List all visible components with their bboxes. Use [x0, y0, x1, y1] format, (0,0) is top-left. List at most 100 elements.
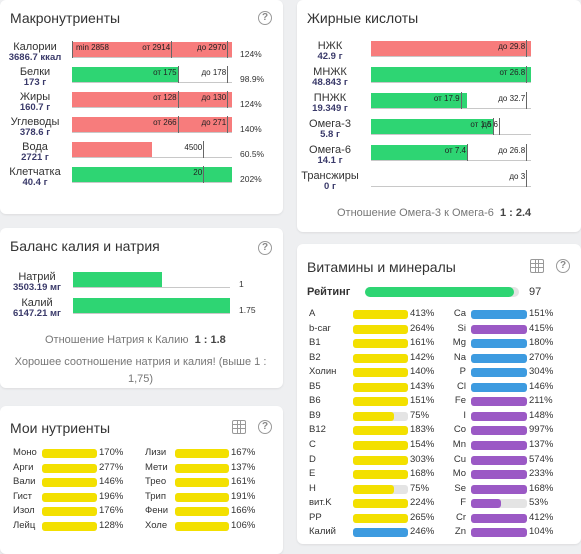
nutrient-percent: 303%	[410, 453, 435, 465]
nutrient-percent: 104%	[529, 526, 554, 538]
nutrient-bar-fill	[353, 310, 408, 319]
nutrient-row: вит.K 224%	[309, 497, 448, 510]
norm-marker-label: до 178	[201, 68, 227, 77]
nutrient-row: E 168%	[309, 468, 448, 481]
nutrient-row: Cl 146%	[427, 381, 567, 394]
nutrient-row: C 154%	[309, 439, 448, 452]
nutrient-percent: 183%	[410, 424, 435, 436]
nutrient-bar: от 17.9 до 32.7	[371, 92, 531, 109]
nutrient-bar-fill	[42, 463, 97, 473]
nutrient-bar-fill	[175, 522, 229, 531]
nutrient-bar	[73, 271, 230, 288]
nutrient-row: Холе 106%	[145, 520, 269, 533]
nutrient-amount: 378.6 г	[19, 127, 51, 138]
nutrient-percent: 161%	[231, 476, 256, 488]
nutrient-row: Mo 233%	[427, 468, 567, 481]
norm-marker: min 2858	[72, 41, 109, 58]
nutrient-row: B2 142%	[309, 352, 448, 365]
nutrient-row: B9 75%	[309, 410, 448, 423]
nutrient-name: Калории	[13, 41, 57, 53]
nutrient-bar-fill	[73, 298, 230, 313]
nutrient-percent: 180%	[529, 337, 554, 349]
help-icon[interactable]: ?	[258, 420, 272, 434]
nutrient-name: B9	[309, 409, 321, 421]
nutrient-name: Cl	[457, 380, 466, 392]
nutrient-name: Mo	[452, 468, 466, 480]
nutrient-bar-fill	[72, 92, 232, 107]
nutrient-percent: 170%	[99, 447, 124, 458]
nutrient-row: PP 265%	[309, 512, 448, 525]
nutrient-row: Трип 191%	[145, 491, 269, 504]
nutrient-row: Холин 140%	[309, 366, 448, 379]
nutrient-name: МНЖК	[313, 66, 347, 78]
nutrient-name: ПНЖК	[313, 92, 347, 104]
norm-marker: до 26.8	[498, 144, 528, 161]
nutrient-bar-fill	[353, 368, 408, 378]
table-icon[interactable]	[232, 420, 246, 434]
nutrient-label: Калий 6147.21 мг	[6, 298, 68, 319]
table-icon[interactable]	[530, 259, 544, 273]
nutrient-row: Мети 137%	[145, 462, 269, 475]
nutrient-percent: 304%	[529, 366, 554, 378]
nutrient-bar-fill	[353, 397, 408, 407]
nutrient-percent: 202%	[240, 174, 262, 184]
nutrient-name: Мети	[145, 461, 168, 473]
nutrient-name: Холин	[309, 366, 337, 378]
nutrient-label: Жиры 160.7 г	[4, 92, 66, 113]
nutrient-name: Углеводы	[10, 116, 60, 128]
nutrient-name: Лизи	[145, 447, 167, 458]
nutrient-percent: 167%	[231, 447, 256, 458]
nutrient-row: F 53%	[427, 497, 567, 510]
nutrient-percent: 143%	[410, 380, 435, 392]
nutrient-bar: от 7.4 до 26.8	[371, 144, 531, 161]
norm-marker-label: от 17.9	[433, 94, 460, 103]
nutrient-bar-fill	[353, 324, 408, 334]
nutrient-percent: 415%	[529, 322, 554, 334]
nutrient-name: Cu	[453, 453, 466, 465]
nutrient-row: Моно 170%	[13, 447, 137, 460]
nutrient-bar-fill	[353, 411, 395, 421]
nutrient-bar-fill	[353, 382, 408, 392]
nutrient-amount: 19.349 г	[312, 103, 348, 114]
nutrient-bar-fill	[42, 478, 97, 488]
nutrient-bar-fill	[72, 167, 232, 182]
norm-marker: до 3	[509, 170, 528, 187]
norm-marker: от 175	[153, 66, 179, 83]
norm-marker-label: до 271	[201, 118, 227, 127]
norm-marker: до 6	[482, 118, 500, 135]
nutrient-percent: 140%	[240, 124, 262, 134]
fatty-acids-card: Жирные кислоты НЖК 42.9 г до 29.8 МНЖК 48.84…	[297, 0, 581, 232]
nutrient-row: Ca 151%	[427, 308, 567, 321]
nutrient-bar-fill	[353, 353, 408, 363]
nutrient-row: D 303%	[309, 454, 448, 467]
nutrient-bar-fill	[471, 470, 527, 480]
nutrient-bar-fill	[42, 522, 97, 531]
nutrient-name: Si	[457, 322, 466, 334]
nutrient-name: I	[463, 409, 466, 421]
nutrient-percent: 196%	[99, 490, 124, 502]
nutrient-name: Лейц	[13, 520, 36, 531]
omega-ratio-value: 1 : 2.4	[499, 207, 532, 219]
nutrient-bar	[73, 297, 230, 314]
norm-marker: 4500	[184, 141, 205, 158]
norm-marker-label: от 1.5	[470, 120, 492, 129]
help-icon[interactable]: ?	[556, 259, 570, 273]
nutrient-percent: 246%	[410, 526, 435, 538]
nutrient-row: Вали 146%	[13, 476, 137, 489]
nutrient-name: Cr	[455, 511, 466, 523]
nutrient-name: D	[309, 453, 316, 465]
nutrient-name: Вода	[22, 141, 48, 153]
help-icon[interactable]: ?	[258, 11, 272, 25]
nutrient-name: B5	[309, 380, 321, 392]
nutrient-percent: 75%	[410, 409, 430, 421]
norm-marker-label: до 2970	[197, 43, 227, 52]
norm-marker: до 178	[202, 66, 229, 83]
nutrient-bar: min 2858 от 2914 до 2970	[72, 41, 232, 58]
nutrient-name: Трип	[145, 490, 167, 502]
nutrient-percent: 264%	[410, 322, 435, 334]
nutrient-bar-fill	[175, 463, 229, 473]
help-icon[interactable]: ?	[258, 241, 272, 255]
rating-value: 97	[529, 286, 542, 298]
nutrient-row: Изол 176%	[13, 505, 137, 518]
nutrient-percent: 106%	[231, 520, 256, 531]
